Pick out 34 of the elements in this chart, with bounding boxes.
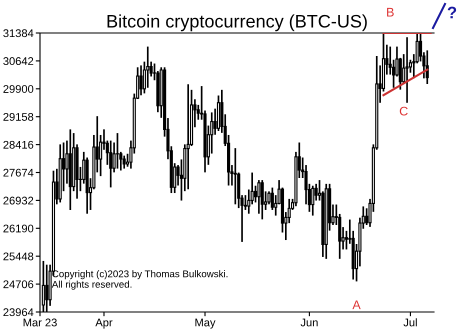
x-tick-label: May <box>195 318 216 329</box>
annotation: C <box>400 106 408 116</box>
y-tick-label: 31384 <box>3 29 34 38</box>
x-tick-label: Mar 23 <box>24 318 57 326</box>
candlestick <box>234 148 237 204</box>
annotation: B <box>387 8 394 17</box>
candlestick <box>314 184 318 201</box>
candlestick <box>109 140 112 188</box>
candlestick <box>257 180 260 214</box>
y-tick-label: 26932 <box>3 196 34 205</box>
candlestick <box>426 50 429 84</box>
x-tick-label: Jul <box>404 318 417 326</box>
y-tick-label: 26190 <box>3 224 34 232</box>
x-tick-label: Jun <box>300 318 318 326</box>
y-tick-label: 25448 <box>3 252 34 260</box>
annotation: Copyright (c)2023 by Thomas Bulkowski. All rights reserved. <box>52 270 228 290</box>
chart-title: Bitcoin cryptocurrency (BTC-US) <box>108 14 367 32</box>
text: ? <box>448 6 456 18</box>
candlestick <box>260 180 264 220</box>
candlestick <box>186 84 190 190</box>
y-tick-label: 27674 <box>3 168 34 177</box>
candlestick <box>139 65 143 96</box>
annotation: A <box>352 300 361 310</box>
y-tick-label: 30642 <box>3 57 34 66</box>
y-tick-label: 29900 <box>3 85 34 93</box>
candlestick <box>116 133 120 169</box>
y-tick-label: 23964 <box>3 308 34 316</box>
y-tick-label: 24706 <box>3 280 34 288</box>
x-tick-label: Apr <box>95 318 112 329</box>
candlestick <box>311 186 314 216</box>
candlestick <box>405 37 409 103</box>
candlestick <box>122 156 126 169</box>
y-tick-label: 28416 <box>3 140 34 149</box>
y-tick-label: 29158 <box>3 112 34 121</box>
